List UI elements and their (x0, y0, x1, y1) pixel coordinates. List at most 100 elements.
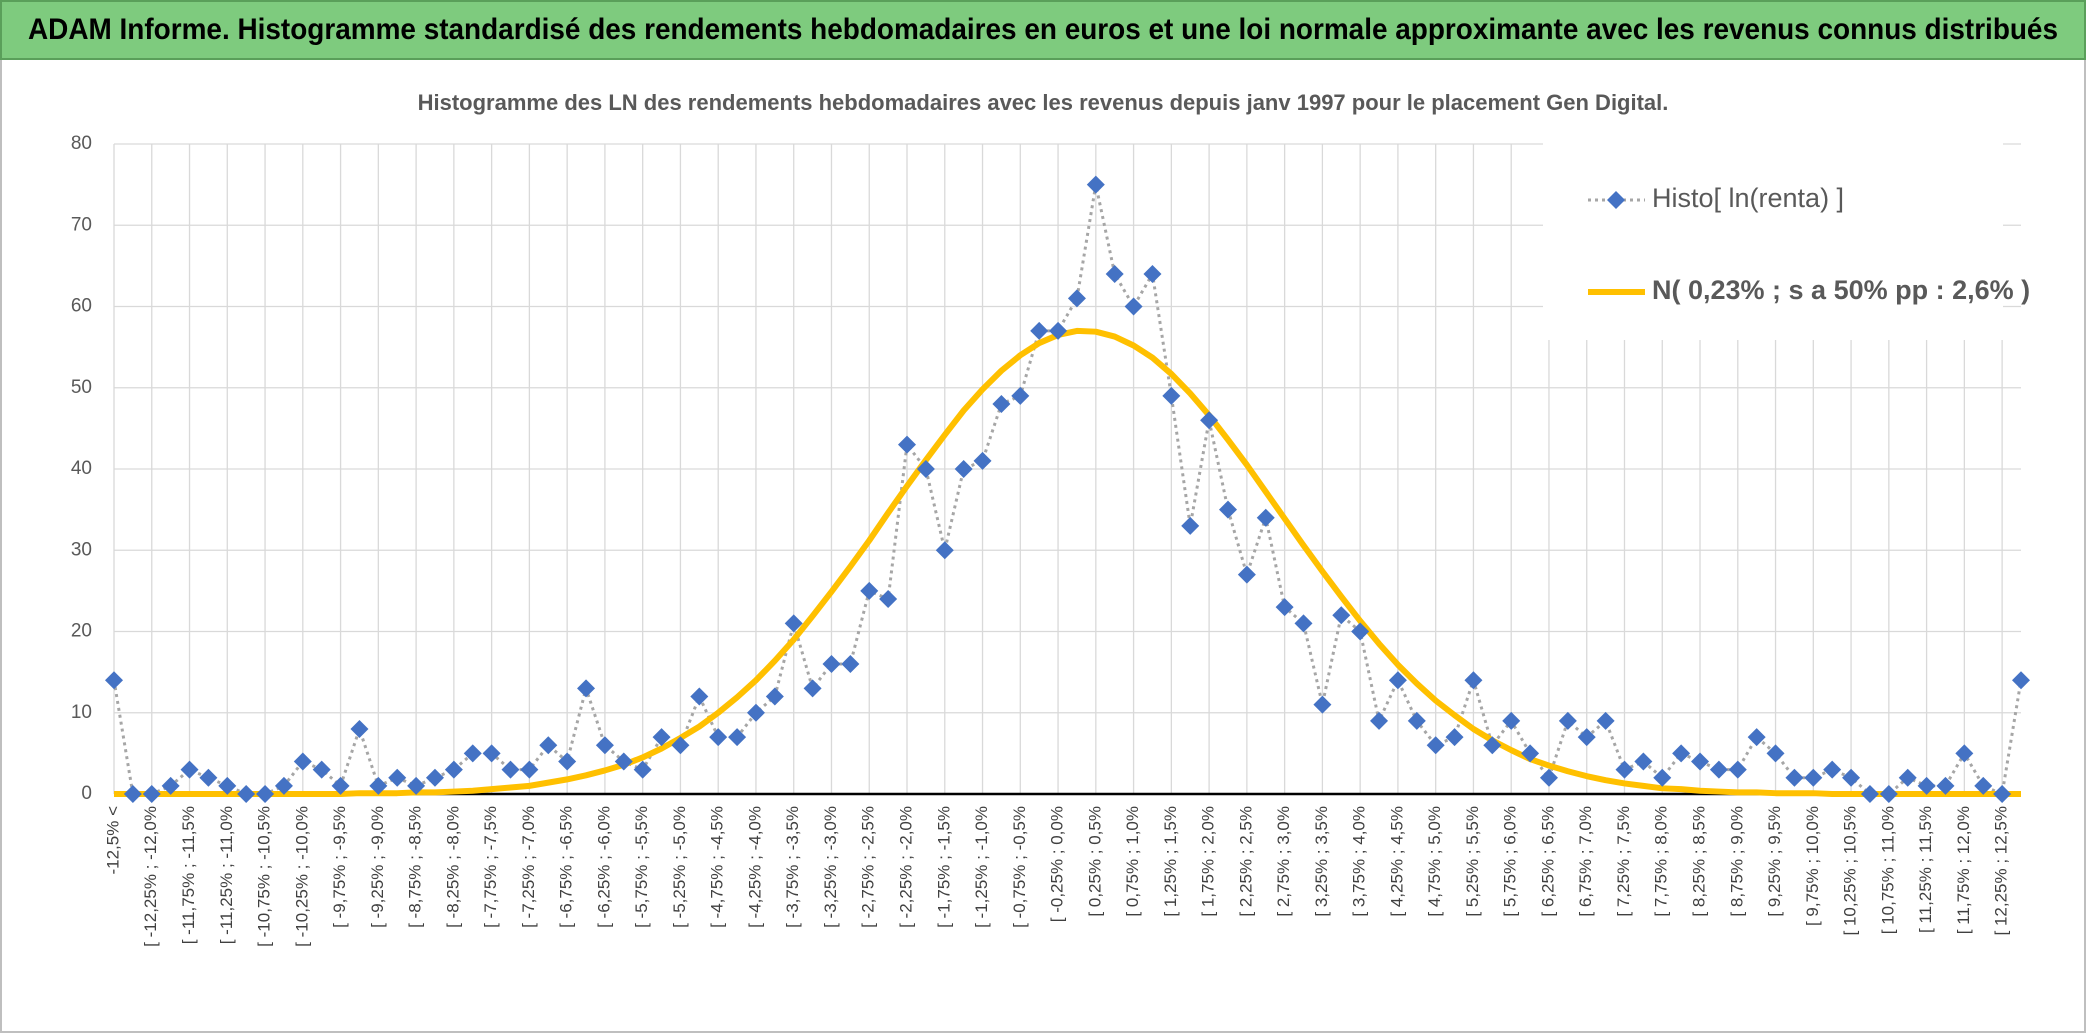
point (274, 776, 293, 795)
x-tick-label: [ 7,75% ; 8,0% (1652, 806, 1671, 917)
point (1974, 776, 1993, 795)
point (841, 655, 860, 673)
x-tick-label: [ -6,75% ; -6,5% (557, 806, 576, 928)
point (123, 785, 142, 803)
point (1370, 711, 1389, 730)
x-tick-label: [ -5,75% ; -5,5% (632, 806, 651, 928)
x-tick-label: [ 10,25% ; 10,5% (1841, 806, 1860, 935)
point (1162, 386, 1181, 405)
point (558, 752, 577, 771)
point (142, 785, 161, 803)
x-tick-label: [ 8,25% ; 8,5% (1690, 806, 1709, 917)
point (992, 395, 1011, 413)
point (1067, 289, 1086, 308)
point (1294, 614, 1313, 633)
x-tick-label: [ 7,25% ; 7,5% (1614, 806, 1633, 917)
x-tick-label: [ -3,75% ; -3,5% (783, 806, 802, 928)
point (520, 760, 539, 779)
point (709, 728, 728, 747)
x-tick-label: [ -5,25% ; -5,0% (670, 806, 689, 928)
point (388, 768, 407, 787)
point (1218, 500, 1237, 519)
x-tick-label: [ 11,25% ; 11,5% (1916, 806, 1935, 933)
point (1521, 744, 1540, 763)
point (1539, 768, 1558, 787)
x-tick-label: [ 9,75% ; 10,0% (1803, 806, 1822, 926)
x-tick-label: [ 3,25% ; 3,5% (1312, 806, 1331, 917)
point (444, 760, 463, 779)
x-tick-label: [ -11,25% ; -11,0% (217, 806, 236, 944)
point (463, 744, 482, 763)
x-tick-label: [ 0,75% ; 1,0% (1123, 806, 1142, 917)
point (1237, 565, 1256, 584)
point (1502, 711, 1521, 730)
point (1842, 768, 1861, 787)
x-tick-label: [ 9,25% ; 9,5% (1765, 806, 1784, 917)
point (1464, 671, 1483, 690)
banner (0, 0, 2086, 60)
x-tick-label: [ 11,75% ; 12,0% (1954, 806, 1973, 934)
point (350, 720, 369, 738)
point (803, 679, 822, 698)
point (784, 614, 803, 633)
x-tick-label: [ -4,25% ; -4,0% (745, 806, 764, 928)
x-tick-label: [ -10,25% ; -10,0% (292, 806, 311, 947)
point (1936, 776, 1955, 795)
x-tick-label: [ 1,25% ; 1,5% (1161, 806, 1180, 917)
y-tick-label: 80 (71, 133, 92, 154)
point (407, 776, 426, 795)
point (1181, 516, 1200, 535)
point (218, 776, 237, 795)
point (1860, 785, 1879, 803)
x-tick-label: [ -9,75% ; -9,5% (330, 806, 349, 928)
x-tick-label: [ 1,75% ; 2,0% (1199, 806, 1218, 917)
point (237, 785, 256, 803)
legend-box (1543, 140, 2003, 340)
x-tick-label: [ 0,25% ; 0,5% (1085, 806, 1104, 917)
x-tick-label: [ 8,75% ; 9,0% (1727, 806, 1746, 917)
legend: Histo[ ln(renta) ] N( 0,23% ; s a 50% pp … (1543, 140, 2030, 340)
point (1332, 606, 1351, 625)
x-tick-label: [ 2,25% ; 2,5% (1236, 806, 1255, 917)
point (180, 760, 199, 779)
point (1993, 785, 2012, 803)
point (860, 581, 879, 600)
x-tick-label: [ -0,25% ; 0,0% (1048, 806, 1067, 922)
point (1596, 711, 1615, 730)
point (1898, 768, 1917, 787)
point (1917, 776, 1936, 795)
point (954, 460, 973, 478)
x-tick-label: [ -7,75% ; -7,5% (481, 806, 500, 928)
point (1388, 671, 1407, 690)
x-tick-label: [ -0,75% ; -0,5% (1010, 806, 1029, 928)
x-tick-label: [ 10,75% ; 11,0% (1878, 806, 1897, 934)
point (1105, 265, 1124, 283)
x-tick-label: [ 5,75% ; 6,0% (1501, 806, 1520, 917)
point (105, 671, 123, 690)
x-tick-label: [ 12,25% ; 12,5% (1992, 806, 2011, 935)
point (1747, 728, 1766, 747)
point (161, 776, 180, 795)
point (1615, 760, 1634, 779)
point (652, 728, 671, 747)
point (256, 785, 275, 803)
chart-title: Histogramme des LN des rendements hebdom… (418, 90, 1669, 115)
point (1351, 622, 1370, 641)
x-tick-label: [ -2,75% ; -2,5% (859, 806, 878, 928)
point (1634, 752, 1653, 771)
x-tick-label: [ -8,75% ; -8,5% (406, 806, 425, 928)
point (1823, 760, 1842, 779)
point (1313, 695, 1332, 714)
y-tick-label: 30 (71, 539, 92, 560)
point (898, 435, 917, 454)
point (539, 736, 558, 755)
point (1653, 768, 1672, 787)
x-tick-label: [ -4,75% ; -4,5% (708, 806, 727, 928)
point (1011, 386, 1030, 405)
point (369, 776, 388, 795)
point (1030, 321, 1049, 340)
point (822, 655, 841, 673)
point (671, 736, 690, 755)
point (1558, 711, 1577, 730)
point (331, 776, 350, 795)
